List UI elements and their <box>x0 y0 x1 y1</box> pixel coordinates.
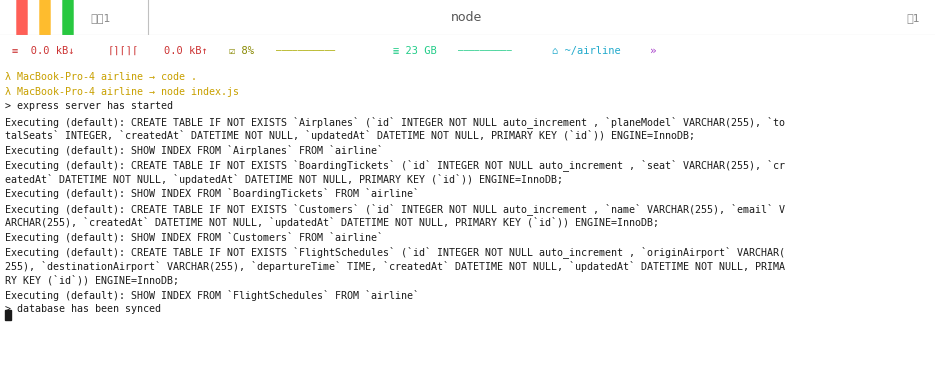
Text: Executing (default): SHOW INDEX FROM `FlightSchedules` FROM `airline`: Executing (default): SHOW INDEX FROM `Fl… <box>5 290 419 301</box>
Text: ↄ1: ↄ1 <box>907 13 920 23</box>
Text: ☑ 8%: ☑ 8% <box>229 46 254 56</box>
Text: > database has been synced: > database has been synced <box>5 304 161 314</box>
Text: 255), `destinationAirport` VARCHAR(255), `departureTime` TIME, `createdAt` DATET: 255), `destinationAirport` VARCHAR(255),… <box>5 261 785 272</box>
Text: 0.0 kB↑: 0.0 kB↑ <box>164 46 208 56</box>
Text: talSeats` INTEGER, `createdAt` DATETIME NOT NULL, `updatedAt` DATETIME NOT NULL,: talSeats` INTEGER, `createdAt` DATETIME … <box>5 130 695 141</box>
Text: node: node <box>452 11 482 24</box>
Text: eatedAt` DATETIME NOT NULL, `updatedAt` DATETIME NOT NULL, PRIMARY KEY (`id`)) E: eatedAt` DATETIME NOT NULL, `updatedAt` … <box>5 174 563 185</box>
Text: Executing (default): CREATE TABLE IF NOT EXISTS `FlightSchedules` (`id` INTEGER : Executing (default): CREATE TABLE IF NOT… <box>5 246 785 258</box>
Circle shape <box>40 0 50 194</box>
Text: ———————————: ——————————— <box>276 46 335 55</box>
Circle shape <box>63 0 73 194</box>
Text: Executing (default): SHOW INDEX FROM `Airplanes` FROM `airline`: Executing (default): SHOW INDEX FROM `Ai… <box>5 145 383 156</box>
Text: Executing (default): SHOW INDEX FROM `BoardingTickets` FROM `airline`: Executing (default): SHOW INDEX FROM `Bo… <box>5 189 419 199</box>
Text: ——————————: —————————— <box>458 46 511 55</box>
Text: λ MacBook-Pro-4 airline → code .: λ MacBook-Pro-4 airline → code . <box>5 72 197 82</box>
Text: ⌈⌉⌈⌉⌈: ⌈⌉⌈⌉⌈ <box>108 46 138 56</box>
Text: ARCHAR(255), `createdAt` DATETIME NOT NULL, `updatedAt` DATETIME NOT NULL, PRIMA: ARCHAR(255), `createdAt` DATETIME NOT NU… <box>5 217 659 228</box>
Text: ⌂ ~/airline: ⌂ ~/airline <box>552 46 621 56</box>
Text: Executing (default): CREATE TABLE IF NOT EXISTS `BoardingTickets` (`id` INTEGER : Executing (default): CREATE TABLE IF NOT… <box>5 159 785 171</box>
Circle shape <box>17 0 27 194</box>
Text: Executing (default): SHOW INDEX FROM `Customers` FROM `airline`: Executing (default): SHOW INDEX FROM `Cu… <box>5 232 383 243</box>
Text: RY KEY (`id`)) ENGINE=InnoDB;: RY KEY (`id`)) ENGINE=InnoDB; <box>5 275 179 286</box>
Text: > express server has started: > express server has started <box>5 101 173 111</box>
Text: Executing (default): CREATE TABLE IF NOT EXISTS `Customers` (`id` INTEGER NOT NU: Executing (default): CREATE TABLE IF NOT… <box>5 203 785 215</box>
Text: ≡  0.0 kB↓: ≡ 0.0 kB↓ <box>12 46 75 56</box>
Bar <box>5 310 10 320</box>
Text: λ MacBook-Pro-4 airline → node index.js: λ MacBook-Pro-4 airline → node index.js <box>5 87 239 97</box>
Text: ≣ 23 GB: ≣ 23 GB <box>393 46 437 56</box>
Text: Executing (default): CREATE TABLE IF NOT EXISTS `Airplanes` (`id` INTEGER NOT NU: Executing (default): CREATE TABLE IF NOT… <box>5 116 785 128</box>
Text: ⎇ↄ1: ⎇ↄ1 <box>90 13 110 23</box>
Text: »: » <box>650 46 656 56</box>
